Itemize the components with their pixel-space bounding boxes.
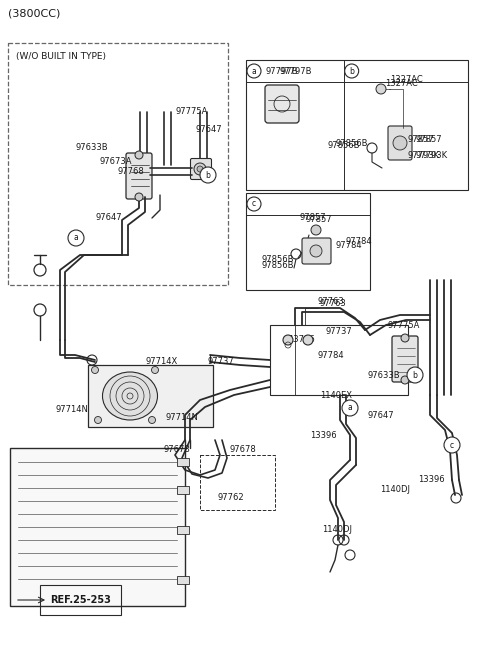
Circle shape — [303, 335, 313, 345]
Text: 97737: 97737 — [325, 328, 352, 336]
FancyBboxPatch shape — [191, 159, 212, 180]
Circle shape — [311, 225, 321, 235]
Text: 97714N: 97714N — [55, 406, 88, 415]
Text: 97793K: 97793K — [415, 150, 447, 159]
Text: 97797B: 97797B — [266, 67, 299, 76]
Bar — [177, 458, 189, 466]
Circle shape — [68, 230, 84, 246]
Bar — [270, 325, 408, 395]
Text: 13396: 13396 — [310, 430, 336, 439]
Text: 97793K: 97793K — [408, 150, 440, 159]
Text: 97647: 97647 — [96, 214, 122, 223]
Circle shape — [197, 166, 203, 172]
Text: 97857: 97857 — [408, 136, 434, 144]
Text: 97714N: 97714N — [165, 413, 198, 422]
Text: (3800CC): (3800CC) — [8, 9, 60, 19]
Text: 97647: 97647 — [196, 125, 223, 135]
Text: a: a — [252, 67, 256, 76]
Text: 1140DJ: 1140DJ — [322, 526, 352, 535]
Text: 97857: 97857 — [415, 136, 442, 144]
Bar — [177, 526, 189, 534]
Text: 1140DJ: 1140DJ — [380, 485, 410, 494]
Text: b: b — [413, 370, 418, 379]
Text: 97762: 97762 — [218, 494, 245, 503]
FancyBboxPatch shape — [392, 336, 418, 382]
Circle shape — [407, 367, 423, 383]
Text: 97856B: 97856B — [261, 261, 293, 270]
Text: 97678: 97678 — [230, 445, 257, 454]
Text: 97857: 97857 — [305, 215, 332, 225]
Text: 97857: 97857 — [300, 214, 326, 223]
Text: 97714X: 97714X — [145, 357, 177, 366]
Text: 97678: 97678 — [164, 445, 191, 454]
Text: 97763: 97763 — [318, 298, 345, 306]
Circle shape — [401, 376, 409, 384]
Circle shape — [135, 151, 143, 159]
FancyBboxPatch shape — [302, 238, 331, 264]
Bar — [177, 576, 189, 584]
Circle shape — [135, 193, 143, 201]
Bar — [246, 193, 370, 290]
Text: REF.25-253: REF.25-253 — [50, 595, 111, 605]
Text: c: c — [450, 441, 454, 449]
Circle shape — [393, 136, 407, 150]
Circle shape — [200, 167, 216, 183]
FancyBboxPatch shape — [388, 126, 412, 160]
Text: 97856B: 97856B — [328, 140, 360, 150]
Text: 97784: 97784 — [335, 240, 361, 249]
Circle shape — [194, 163, 206, 175]
Circle shape — [283, 335, 293, 345]
Text: 97768: 97768 — [118, 168, 145, 176]
Circle shape — [401, 334, 409, 342]
Circle shape — [444, 437, 460, 453]
Text: c: c — [252, 200, 256, 208]
Text: 97763: 97763 — [320, 298, 347, 308]
Text: 97797B: 97797B — [280, 67, 312, 76]
Text: (W/O BUILT IN TYPE): (W/O BUILT IN TYPE) — [16, 52, 106, 61]
Text: 97784: 97784 — [318, 351, 345, 360]
Text: b: b — [349, 67, 354, 76]
FancyBboxPatch shape — [88, 365, 213, 427]
Text: a: a — [73, 234, 78, 242]
Circle shape — [95, 417, 101, 424]
Text: 97737: 97737 — [208, 357, 235, 366]
Text: a: a — [348, 404, 352, 413]
FancyBboxPatch shape — [126, 153, 152, 199]
Bar — [200, 455, 275, 510]
Circle shape — [92, 366, 98, 374]
Circle shape — [345, 64, 359, 78]
Bar — [10, 448, 185, 606]
Text: 1327AC: 1327AC — [385, 78, 418, 88]
Text: 97673A: 97673A — [100, 157, 132, 167]
Circle shape — [247, 64, 261, 78]
Text: 97775A: 97775A — [175, 108, 207, 116]
Circle shape — [148, 417, 156, 424]
Text: 97647: 97647 — [368, 411, 395, 419]
Text: b: b — [205, 170, 210, 180]
Text: 1140EX: 1140EX — [320, 390, 352, 400]
Bar — [177, 486, 189, 494]
Text: 97633B: 97633B — [368, 370, 401, 379]
Text: 97775A: 97775A — [388, 321, 420, 330]
Circle shape — [310, 245, 322, 257]
Bar — [246, 60, 468, 190]
Text: 13786: 13786 — [288, 336, 315, 345]
Text: 97784: 97784 — [345, 238, 372, 246]
FancyBboxPatch shape — [265, 85, 299, 123]
Text: 97856B: 97856B — [335, 138, 368, 148]
Ellipse shape — [103, 372, 157, 420]
Circle shape — [247, 197, 261, 211]
Text: 1327AC: 1327AC — [390, 76, 423, 84]
Text: 97633B: 97633B — [75, 144, 108, 153]
Text: 13396: 13396 — [418, 475, 444, 485]
Text: 97856B: 97856B — [262, 255, 295, 264]
Bar — [8, 43, 228, 285]
Circle shape — [376, 84, 386, 94]
Circle shape — [152, 366, 158, 374]
Circle shape — [342, 400, 358, 416]
